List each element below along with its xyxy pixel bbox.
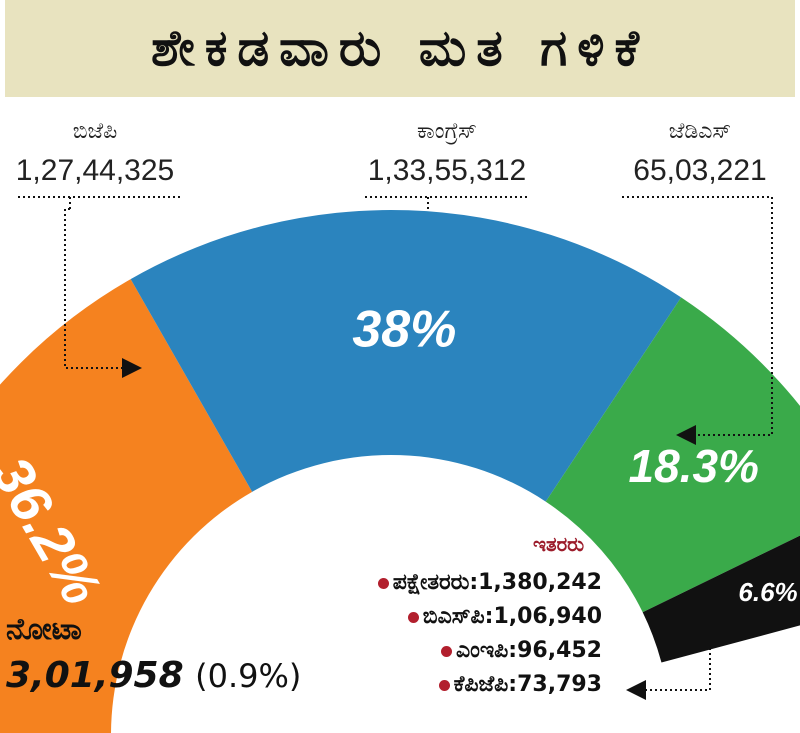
nota-votes: 3,01,958 — [6, 655, 184, 696]
bjp-label: ಬಿಜೆಪಿ — [73, 119, 118, 144]
nota-percent: (0.9%) — [195, 657, 302, 695]
others-item-value: 1,06,940 — [493, 604, 602, 629]
slice-0 — [0, 279, 253, 733]
jds-leader-line — [622, 196, 773, 445]
nota-label: ನೋಟಾ — [6, 612, 82, 647]
others-item: ಕೆಪಿಜೆಪಿ:73,793 — [378, 668, 602, 702]
bullet-icon — [407, 611, 419, 623]
bjp-leader-line — [18, 196, 183, 368]
others-item-label: ಬಿಎಸ್‌ಪಿ — [422, 604, 485, 629]
slice-percent-label: 18.3% — [629, 440, 759, 492]
slice-1 — [130, 209, 682, 502]
others-item-label: ಎಂಇಪಿ — [456, 638, 509, 663]
others-list: ಪಕ್ಷೇತರರು:1,380,242 ಬಿಎಸ್‌ಪಿ:1,06,940 ಎಂ… — [377, 566, 602, 702]
slice-percent-label: 6.6% — [738, 577, 797, 607]
others-item: ಎಂಇಪಿ:96,452 — [378, 634, 602, 668]
others-leader-line — [626, 598, 711, 700]
congress-leader-line — [365, 196, 530, 212]
slices-group — [0, 209, 800, 733]
jds-votes: 65,03,221 — [633, 154, 766, 187]
others-item-value: 1,380,242 — [478, 570, 602, 595]
others-item-value: 73,793 — [517, 672, 602, 697]
others-item-label: ಕೆಪಿಜೆಪಿ — [453, 672, 509, 697]
others-title: ಇತರರು — [533, 532, 585, 556]
congress-votes: 1,33,55,312 — [368, 154, 526, 187]
slice-percent-label: 38% — [352, 300, 456, 358]
jds-label: ಜೆಡಿಎಸ್ — [669, 119, 731, 144]
bullet-icon — [441, 645, 452, 657]
others-item: ಪಕ್ಷೇತರರು:1,380,242 — [377, 566, 602, 600]
slice-2 — [545, 297, 800, 613]
nota-value-line: 3,01,958 (0.9%) — [6, 655, 301, 696]
bjp-votes: 1,27,44,325 — [16, 154, 174, 187]
others-item-value: 96,452 — [517, 638, 602, 663]
others-item-label: ಪಕ್ಷೇತರರು — [392, 570, 470, 595]
chart-title: ಶೇಕಡವಾರು ಮತ ಗಳಿಕೆ — [151, 19, 649, 77]
congress-label: ಕಾಂಗ್ರೆಸ್ — [417, 119, 477, 144]
others-item: ಬಿಎಸ್‌ಪಿ:1,06,940 — [378, 600, 602, 634]
bullet-icon — [438, 679, 450, 691]
slice-3 — [642, 535, 800, 663]
title-banner: ಶೇಕಡವಾರು ಮತ ಗಳಿಕೆ — [5, 0, 795, 97]
bullet-icon — [377, 577, 389, 589]
